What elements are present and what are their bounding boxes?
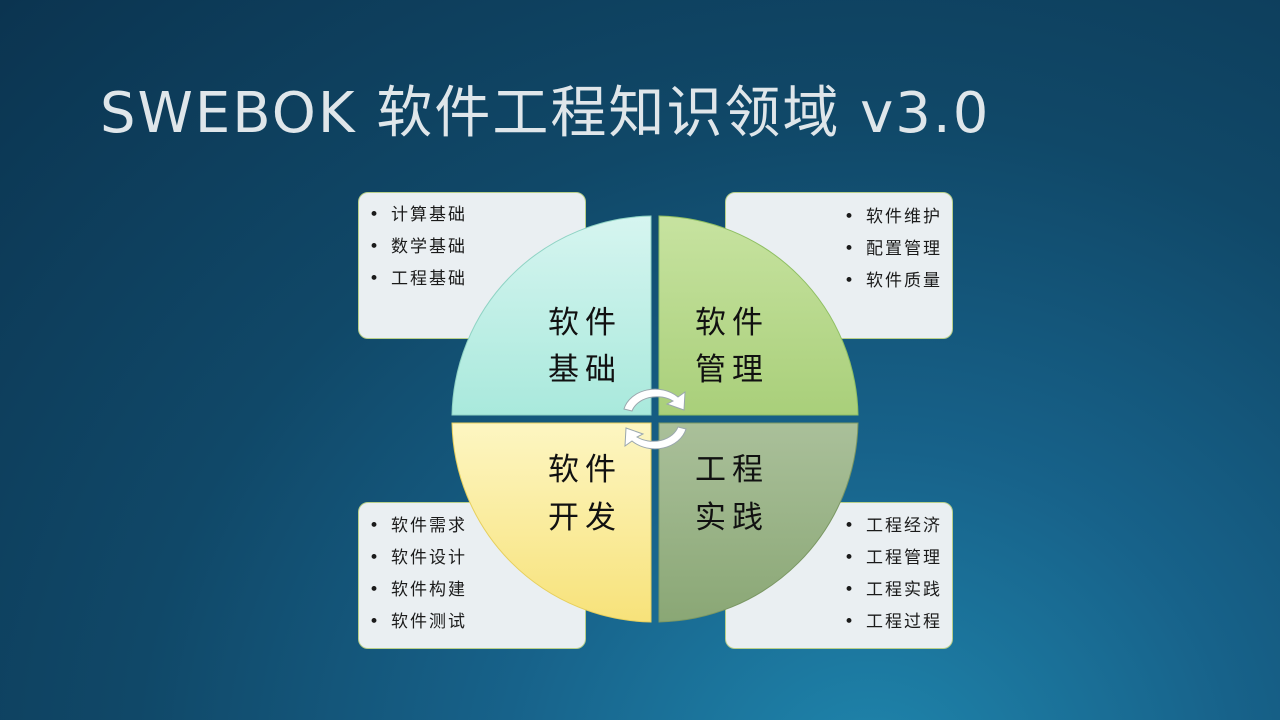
list-item: • 工程实践 — [843, 580, 942, 600]
list-item: • 配置管理 — [843, 239, 942, 259]
list-item: • 软件维护 — [843, 207, 942, 227]
list-item: • 工程经济 — [843, 516, 942, 536]
list-item: • 软件设计 — [369, 548, 468, 568]
quadrant-label: 软件 — [548, 305, 622, 341]
list-item: • 工程过程 — [843, 612, 942, 632]
quadrant-label: 开发 — [548, 500, 622, 536]
quadrant-label: 软件 — [695, 305, 769, 341]
slide-title: SWEBOK 软件工程知识领域 v3.0 — [100, 81, 991, 146]
quadrant-label: 基础 — [548, 352, 622, 388]
list-item: • 软件需求 — [369, 516, 468, 536]
quadrant-label: 管理 — [695, 352, 769, 388]
quadrant-label: 工程 — [695, 452, 769, 488]
quadrant-software-management — [658, 215, 859, 416]
list-item: • 软件构建 — [369, 580, 468, 600]
quadrant-label: 软件 — [548, 452, 622, 488]
list-item: • 软件测试 — [369, 612, 468, 632]
quadrant-software-development — [451, 422, 652, 623]
quadrant-software-foundations — [451, 215, 652, 416]
quadrant-engineering-practice — [658, 422, 859, 623]
list-item: • 数学基础 — [369, 237, 468, 257]
list-item: • 计算基础 — [369, 205, 468, 225]
list-item: • 工程管理 — [843, 548, 942, 568]
cycle-arrows-icon — [623, 388, 687, 450]
quadrant-label: 实践 — [695, 500, 769, 536]
list-item: • 工程基础 — [369, 269, 468, 289]
list-item: • 软件质量 — [843, 271, 942, 291]
